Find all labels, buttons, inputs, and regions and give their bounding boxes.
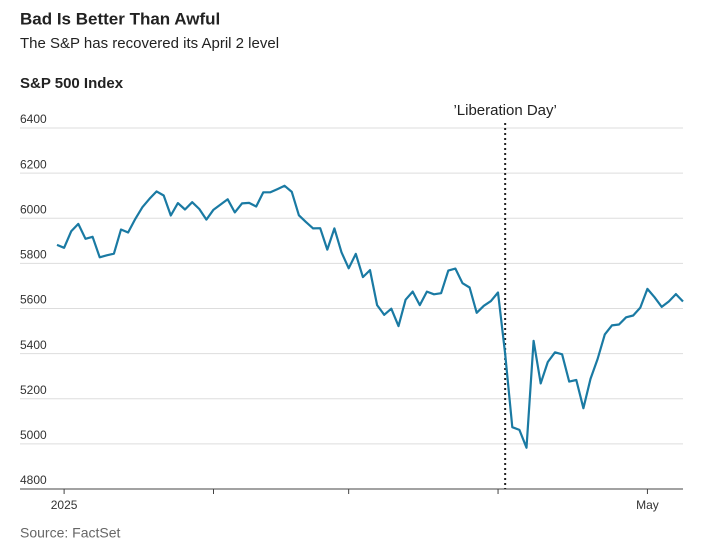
x-tick-label: 2025: [51, 498, 78, 512]
y-tick-label: 6000: [20, 202, 47, 216]
y-tick-label: 5600: [20, 293, 47, 307]
x-tick-label: May: [636, 498, 659, 512]
y-tick-label: 5200: [20, 383, 47, 397]
chart-title: Bad Is Better Than Awful: [20, 9, 220, 28]
annotation-label: ’Liberation Day’: [453, 102, 556, 119]
y-tick-label: 4800: [20, 473, 47, 487]
y-tick-label: 6400: [20, 112, 47, 126]
y-tick-label: 5000: [20, 428, 47, 442]
y-axis-label: S&P 500 Index: [20, 75, 124, 92]
y-tick-label: 6200: [20, 157, 47, 171]
line: [56, 184, 684, 449]
chart-subtitle: The S&P has recovered its April 2 level: [20, 35, 279, 52]
source: Source: FactSet: [20, 525, 120, 541]
y-tick-label: 5800: [20, 248, 47, 262]
y-tick-label: 5400: [20, 338, 47, 352]
